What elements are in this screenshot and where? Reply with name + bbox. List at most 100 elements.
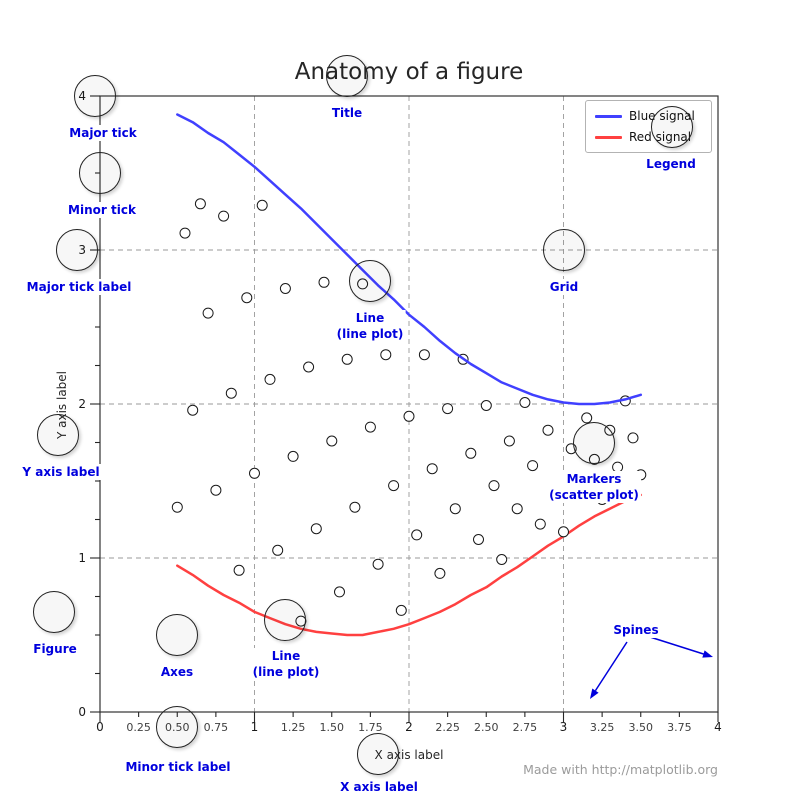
scatter-point xyxy=(187,404,199,416)
scatter-point xyxy=(334,586,345,598)
x-major-tick-label: 3 xyxy=(560,720,568,734)
annotation-circle-red-line xyxy=(264,599,306,641)
y-major-tick-label: 0 xyxy=(78,705,86,719)
x-minor-tick-label: 1.25 xyxy=(281,721,306,734)
scatter-point xyxy=(388,480,400,492)
x-minor-tick-label: 1.50 xyxy=(320,721,345,734)
scatter-point xyxy=(241,292,253,304)
annotation-circle-major-tick xyxy=(74,75,116,117)
x-minor-tick-label: 3.75 xyxy=(667,721,692,734)
x-minor-tick-label: 3.25 xyxy=(590,721,615,734)
annotation-legend: Legend xyxy=(644,156,698,172)
scatter-point xyxy=(542,424,554,436)
spines-arrow-head xyxy=(590,688,599,699)
scatter-point xyxy=(434,567,446,579)
annotation-spines: Spines xyxy=(611,622,661,638)
annotation-minor-tick-label: Minor tick label xyxy=(123,759,233,775)
scatter-point xyxy=(364,421,376,433)
annotation-circle-blue-line xyxy=(349,260,391,302)
x-minor-tick-label: 2.75 xyxy=(513,721,538,734)
annotation-circle-major-tick-label xyxy=(56,229,98,271)
scatter-point xyxy=(310,523,322,535)
scatter-point xyxy=(418,349,430,361)
annotation-circle-figure xyxy=(33,591,75,633)
x-minor-tick-label: 1.75 xyxy=(358,721,383,734)
annotation-circle-title xyxy=(326,55,368,97)
scatter-point xyxy=(233,564,245,576)
scatter-point xyxy=(527,460,539,472)
annotation-y-axis-label: Y axis label xyxy=(20,464,102,480)
scatter-point xyxy=(218,210,230,222)
scatter-point xyxy=(349,501,361,513)
annotation-circle-minor-tick xyxy=(79,152,121,194)
scatter-point xyxy=(627,432,639,444)
spines-arrow-shaft xyxy=(649,636,704,655)
scatter-point xyxy=(326,435,338,447)
spines-arrow-head xyxy=(702,650,713,658)
spines-arrow-shaft xyxy=(594,641,628,692)
scatter-point xyxy=(194,198,206,210)
annotation-markers: Markers (scatter plot) xyxy=(547,471,641,503)
x-minor-tick-label: 0.25 xyxy=(126,721,151,734)
annotation-axes: Axes xyxy=(158,664,196,680)
annotation-circle-markers xyxy=(573,422,615,464)
x-minor-tick-label: 2.25 xyxy=(435,721,460,734)
scatter-point xyxy=(473,534,484,545)
x-major-tick-label: 1 xyxy=(251,720,259,734)
scatter-point xyxy=(519,397,531,408)
scatter-point xyxy=(171,501,183,513)
scatter-point xyxy=(372,558,384,570)
y-major-tick-label: 2 xyxy=(78,397,86,411)
annotation-major-tick: Major tick xyxy=(67,125,139,141)
scatter-point xyxy=(558,526,569,538)
scatter-point xyxy=(449,503,461,515)
scatter-point xyxy=(256,199,268,211)
annotation-x-axis-label: X axis label xyxy=(338,779,420,795)
annotation-circle-axes xyxy=(156,614,198,656)
annotation-circle-x-axis-label xyxy=(357,733,399,775)
scatter-point xyxy=(303,361,315,373)
x-major-tick-label: 4 xyxy=(714,720,722,734)
scatter-point xyxy=(249,467,260,479)
x-minor-tick-label: 0.75 xyxy=(204,721,229,734)
scatter-point xyxy=(179,227,191,239)
x-minor-tick-label: 2.50 xyxy=(474,721,499,734)
scatter-point xyxy=(264,373,276,385)
blue-signal-line xyxy=(176,113,643,406)
annotation-blue-line: Line (line plot) xyxy=(334,310,406,342)
scatter-point xyxy=(496,554,508,565)
scatter-point xyxy=(318,276,330,288)
scatter-point xyxy=(488,480,500,492)
scatter-point xyxy=(534,518,546,530)
scatter-point xyxy=(341,353,353,365)
x-major-tick-label: 0 xyxy=(96,720,104,734)
scatter-point xyxy=(465,447,477,459)
scatter-point xyxy=(480,400,492,411)
scatter-point xyxy=(503,435,515,447)
scatter-point xyxy=(272,544,284,556)
scatter-point xyxy=(395,604,407,616)
scatter-point xyxy=(287,450,299,462)
scatter-point xyxy=(225,387,237,399)
scatter-point xyxy=(403,410,415,422)
annotation-circle-legend xyxy=(651,106,693,148)
annotation-minor-tick: Minor tick xyxy=(66,202,138,218)
x-minor-tick-label: 3.50 xyxy=(629,721,654,734)
scatter-point xyxy=(210,484,222,496)
matplotlib-watermark: Made with http://matplotlib.org xyxy=(523,762,718,777)
annotation-figure: Figure xyxy=(31,641,79,657)
annotation-grid: Grid xyxy=(547,279,581,295)
scatter-point xyxy=(442,403,454,415)
annotation-circle-grid xyxy=(543,229,585,271)
annotation-circle-y-axis-label xyxy=(37,414,79,456)
annotation-circle-minor-tick-label xyxy=(156,706,198,748)
annotation-title: Title xyxy=(329,105,365,121)
blue-line-swatch xyxy=(595,114,622,118)
scatter-point xyxy=(279,283,291,294)
annotation-major-tick-label: Major tick label xyxy=(24,279,134,295)
scatter-point xyxy=(411,529,423,541)
y-major-tick-label: 1 xyxy=(78,551,86,565)
scatter-point xyxy=(426,463,438,475)
annotation-red-line: Line (line plot) xyxy=(250,648,322,680)
